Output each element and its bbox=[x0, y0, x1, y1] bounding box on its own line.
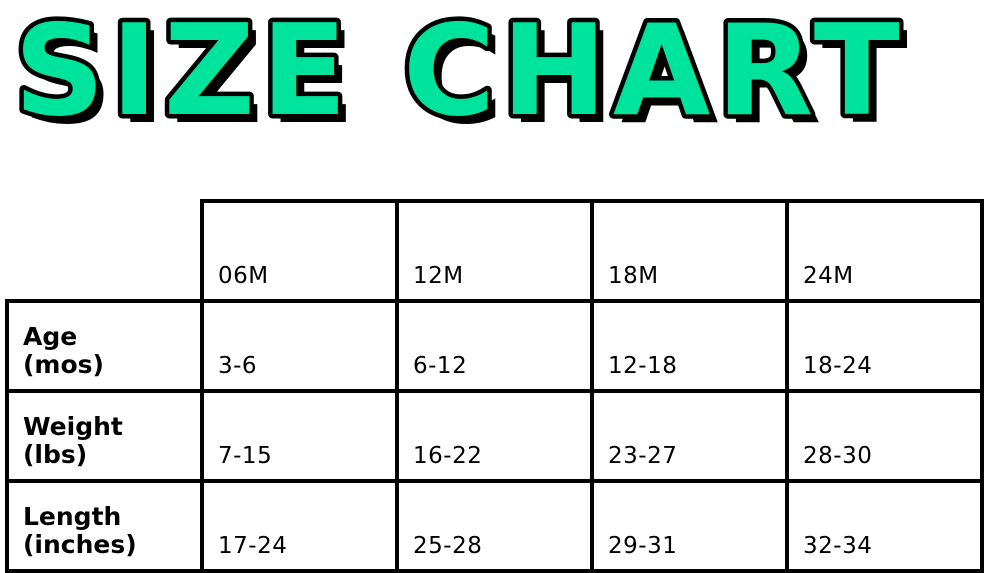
size-chart-grid: 06M 12M 18M 24M Age (mos) 3-6 6-12 12-18… bbox=[5, 199, 984, 573]
cell-length-24m: 32-34 bbox=[785, 479, 984, 573]
row-label-length-main: Length bbox=[23, 502, 122, 531]
column-header-24m: 24M bbox=[785, 199, 984, 303]
row-label-age-main: Age bbox=[23, 322, 78, 351]
cell-weight-18m: 23-27 bbox=[590, 389, 789, 483]
cell-length-18m: 29-31 bbox=[590, 479, 789, 573]
page-title-shadow-text: SIZE CHART bbox=[22, 5, 914, 150]
table-row: Age (mos) 3-6 6-12 12-18 18-24 bbox=[5, 299, 984, 393]
column-header-18m: 18M bbox=[590, 199, 789, 303]
cell-length-12m: 25-28 bbox=[395, 479, 594, 573]
page-title: SIZE CHART SIZE CHART bbox=[0, 0, 984, 150]
row-label-weight: Weight (lbs) bbox=[5, 389, 204, 483]
row-label-length-unit: (inches) bbox=[23, 530, 137, 559]
column-header-06m: 06M bbox=[200, 199, 399, 303]
cell-age-24m: 18-24 bbox=[785, 299, 984, 393]
row-label-weight-main: Weight bbox=[23, 412, 123, 441]
row-label-weight-unit: (lbs) bbox=[23, 440, 88, 469]
table-row: Length (inches) 17-24 25-28 29-31 32-34 bbox=[5, 479, 984, 573]
cell-weight-24m: 28-30 bbox=[785, 389, 984, 483]
page-title-text: SIZE CHART bbox=[14, 0, 906, 144]
table-header-row: 06M 12M 18M 24M bbox=[7, 199, 984, 303]
column-header-12m: 12M bbox=[395, 199, 594, 303]
cell-age-12m: 6-12 bbox=[395, 299, 594, 393]
cell-age-18m: 12-18 bbox=[590, 299, 789, 393]
row-label-age: Age (mos) bbox=[5, 299, 204, 393]
row-label-length: Length (inches) bbox=[5, 479, 204, 573]
table-corner-cell bbox=[7, 201, 202, 301]
table-row: Weight (lbs) 7-15 16-22 23-27 28-30 bbox=[5, 389, 984, 483]
cell-weight-06m: 7-15 bbox=[200, 389, 399, 483]
page-title-graphic: SIZE CHART SIZE CHART bbox=[10, 0, 914, 150]
row-label-age-unit: (mos) bbox=[23, 350, 104, 379]
cell-length-06m: 17-24 bbox=[200, 479, 399, 573]
cell-age-06m: 3-6 bbox=[200, 299, 399, 393]
size-chart-table: 06M 12M 18M 24M Age (mos) 3-6 6-12 12-18… bbox=[5, 199, 984, 573]
cell-weight-12m: 16-22 bbox=[395, 389, 594, 483]
